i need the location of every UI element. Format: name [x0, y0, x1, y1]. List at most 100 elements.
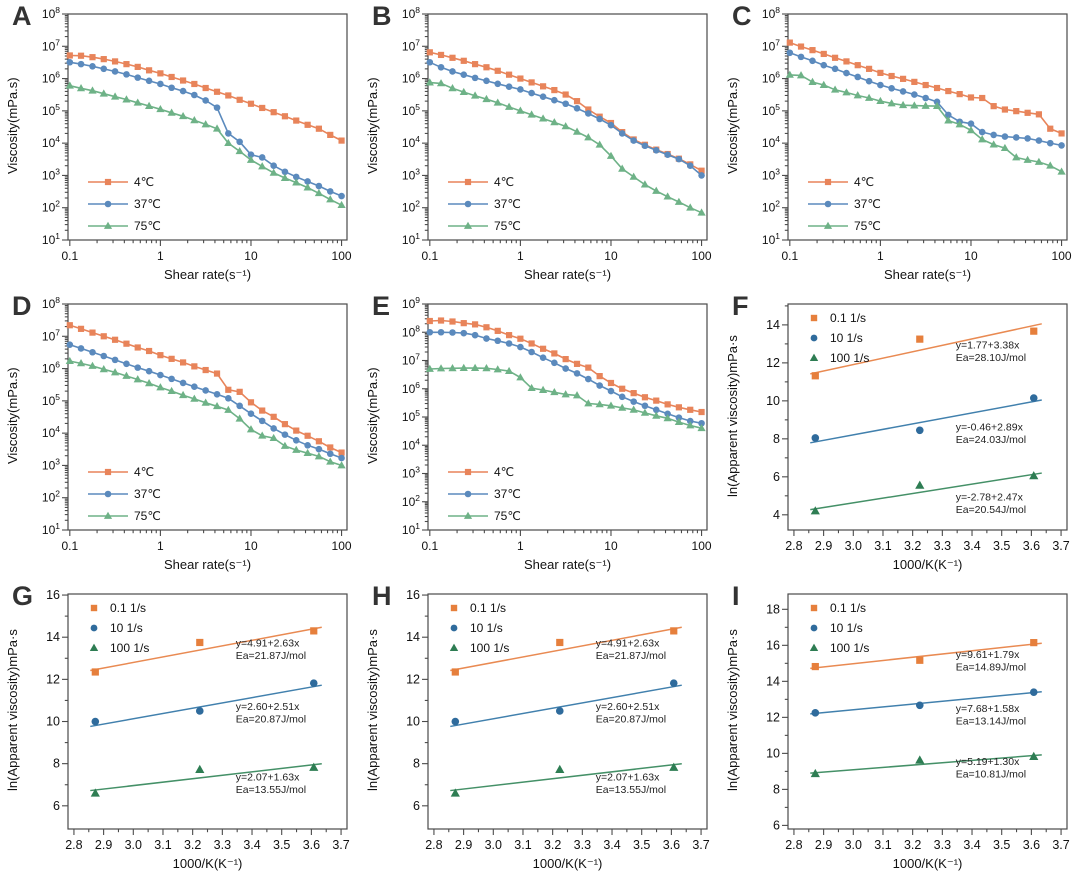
- x-axis-label: Shear rate(s⁻¹): [523, 267, 612, 282]
- svg-text:10: 10: [766, 394, 780, 408]
- svg-text:3.4: 3.4: [603, 838, 620, 852]
- series-10 1/s: y=2.60+2.51x Ea=20.87J/mol: [90, 679, 322, 728]
- panel-G: G ln(Apparent viscosity)mPa·s 2.8 2.9 3.0 3…: [0, 580, 360, 879]
- chart-canvas: 0.1 1 10 100 101 102 103 104 105 106 107 108 4℃ 37℃ 75…: [762, 5, 1072, 263]
- svg-text:10: 10: [964, 249, 978, 263]
- legend: 4℃ 37℃ 75℃: [448, 175, 521, 233]
- panel-F: F ln(Apparent viscosity)mPa·s 2.8 2.9 3.0 3…: [720, 290, 1080, 580]
- panel-E: E Viscosity(mPa.s) 0.1 1 10 100 101 102 103 104…: [360, 290, 720, 580]
- svg-text:106: 106: [42, 360, 60, 376]
- svg-text:75℃: 75℃: [134, 509, 161, 523]
- svg-text:2.9: 2.9: [815, 539, 832, 553]
- svg-text:10: 10: [244, 539, 258, 553]
- svg-text:1: 1: [877, 249, 884, 263]
- series-100 1/s: y=2.07+1.63x Ea=13.55J/mol: [90, 762, 322, 797]
- fit-annotation: y=2.07+1.63x Ea=13.55J/mol: [596, 772, 666, 797]
- svg-text:37℃: 37℃: [494, 197, 521, 211]
- svg-text:16: 16: [406, 588, 420, 602]
- tick-labels: 2.8 2.9 3.0 3.1 3.2 3.3 3.4 3.5 3.6 3.7 6 8 10 12 14 16: [46, 588, 350, 852]
- svg-text:105: 105: [42, 392, 60, 408]
- series-4℃: [66, 322, 345, 456]
- svg-text:100 1/s: 100 1/s: [830, 641, 869, 655]
- legend: 0.1 1/s 10 1/s 100 1/s: [809, 311, 869, 365]
- legend: 4℃ 37℃ 75℃: [808, 175, 881, 233]
- fit-annotation: y=7.68+1.58x Ea=13.14J/mol: [956, 703, 1026, 728]
- svg-text:2.9: 2.9: [815, 838, 832, 852]
- svg-text:3.5: 3.5: [993, 838, 1010, 852]
- svg-text:3.6: 3.6: [303, 838, 320, 852]
- panel-I: I ln(Apparent viscosity)mPa·s 2.8 2.9 3.0 3…: [720, 580, 1080, 879]
- svg-text:102: 102: [402, 199, 420, 215]
- svg-text:100 1/s: 100 1/s: [110, 641, 149, 655]
- series-100 1/s: y=-2.78+2.47x Ea=20.54J/mol: [810, 471, 1042, 516]
- svg-text:3.3: 3.3: [934, 539, 951, 553]
- svg-text:10 1/s: 10 1/s: [830, 331, 863, 345]
- svg-text:107: 107: [762, 37, 780, 53]
- series-0.1 1/s: y=1.77+3.38x Ea=28.10J/mol: [810, 323, 1042, 380]
- legend: 4℃ 37℃ 75℃: [88, 465, 161, 523]
- series-10 1/s: y=2.60+2.51x Ea=20.87J/mol: [450, 679, 682, 728]
- chart-canvas: 0.1 1 10 100 101 102 103 104 105 106 107 108 109 4℃ 37…: [402, 295, 712, 553]
- panel-letter: A: [12, 1, 32, 31]
- svg-text:3.7: 3.7: [332, 838, 349, 852]
- svg-text:16: 16: [46, 588, 60, 602]
- svg-text:104: 104: [762, 134, 780, 150]
- svg-text:102: 102: [42, 489, 60, 505]
- chart-canvas: 2.8 2.9 3.0 3.1 3.2 3.3 3.4 3.5 3.6 3.7 6 8 10 12 14 16…: [406, 588, 710, 852]
- x-axis-label: Shear rate(s⁻¹): [163, 267, 252, 282]
- svg-text:4℃: 4℃: [134, 175, 154, 189]
- panel-D: D Viscosity(mPa.s) 0.1 1 10 100 101 102 103 104…: [0, 290, 360, 580]
- series-75℃: [65, 81, 346, 209]
- tick-labels: 2.8 2.9 3.0 3.1 3.2 3.3 3.4 3.5 3.6 3.7 6 8 10 12 14 16…: [766, 602, 1070, 852]
- svg-text:3.3: 3.3: [574, 838, 591, 852]
- series-100 1/s: y=5.19+1.30x Ea=10.81J/mol: [810, 751, 1042, 781]
- x-axis-label: 1000/K(K⁻¹): [172, 856, 243, 871]
- svg-text:10: 10: [46, 715, 60, 729]
- panel-letter: F: [732, 291, 749, 321]
- panel-C: C Viscosity(mPa.s) 0.1 1 10 100 101 102 103 104…: [720, 0, 1080, 290]
- svg-text:3.5: 3.5: [993, 539, 1010, 553]
- y-axis-label: Viscosity(mPa.s): [365, 77, 380, 175]
- chart-canvas: 2.8 2.9 3.0 3.1 3.2 3.3 3.4 3.5 3.6 3.7 6 8 10 12 14 16…: [766, 593, 1070, 852]
- series-75℃: [785, 70, 1066, 175]
- svg-text:108: 108: [402, 5, 420, 21]
- svg-text:100: 100: [692, 539, 712, 553]
- svg-text:100: 100: [692, 249, 712, 263]
- svg-text:103: 103: [42, 166, 60, 182]
- fit-annotation: y=2.07+1.63x Ea=13.55J/mol: [236, 772, 306, 797]
- svg-text:4℃: 4℃: [134, 465, 154, 479]
- svg-text:101: 101: [402, 231, 420, 247]
- series-4℃: [66, 52, 345, 144]
- tick-marks: [782, 608, 1062, 835]
- svg-text:8: 8: [413, 757, 420, 771]
- svg-text:6: 6: [53, 799, 60, 813]
- svg-text:103: 103: [402, 166, 420, 182]
- fit-annotation: y=-2.78+2.47x Ea=20.54J/mol: [956, 492, 1026, 516]
- y-axis-label: ln(Apparent viscosity)mPa·s: [725, 335, 740, 497]
- chart-canvas: 0.1 1 10 100 101 102 103 104 105 106 107 108 4℃ 37℃ 75…: [42, 5, 352, 263]
- fit-annotation: y=-0.46+2.89x Ea=24.03J/mol: [956, 421, 1026, 446]
- svg-text:106: 106: [402, 70, 420, 86]
- legend: 0.1 1/s 10 1/s 100 1/s: [89, 601, 149, 655]
- svg-text:103: 103: [402, 465, 420, 481]
- fit-annotation: y=1.77+3.38x Ea=28.10J/mol: [956, 340, 1026, 365]
- series-75℃: [425, 78, 706, 216]
- svg-text:37℃: 37℃: [494, 487, 521, 501]
- series-10 1/s: y=-0.46+2.89x Ea=24.03J/mol: [810, 394, 1042, 446]
- y-axis-label: Viscosity(mPa.s): [365, 367, 380, 465]
- svg-text:3.2: 3.2: [184, 838, 201, 852]
- svg-text:2.8: 2.8: [785, 838, 802, 852]
- svg-text:3.1: 3.1: [874, 539, 891, 553]
- svg-text:108: 108: [42, 295, 60, 311]
- tick-labels: 0.1 1 10 100 101 102 103 104 105 106 107 108 109: [402, 295, 712, 553]
- panel-letter: E: [372, 291, 391, 321]
- svg-text:3.2: 3.2: [904, 539, 921, 553]
- svg-text:10: 10: [604, 539, 618, 553]
- svg-text:10 1/s: 10 1/s: [470, 621, 503, 635]
- x-axis-label: 1000/K(K⁻¹): [532, 856, 603, 871]
- svg-text:4: 4: [773, 508, 780, 522]
- svg-text:1: 1: [517, 249, 524, 263]
- svg-text:0.1: 0.1: [61, 249, 78, 263]
- svg-text:10 1/s: 10 1/s: [830, 621, 863, 635]
